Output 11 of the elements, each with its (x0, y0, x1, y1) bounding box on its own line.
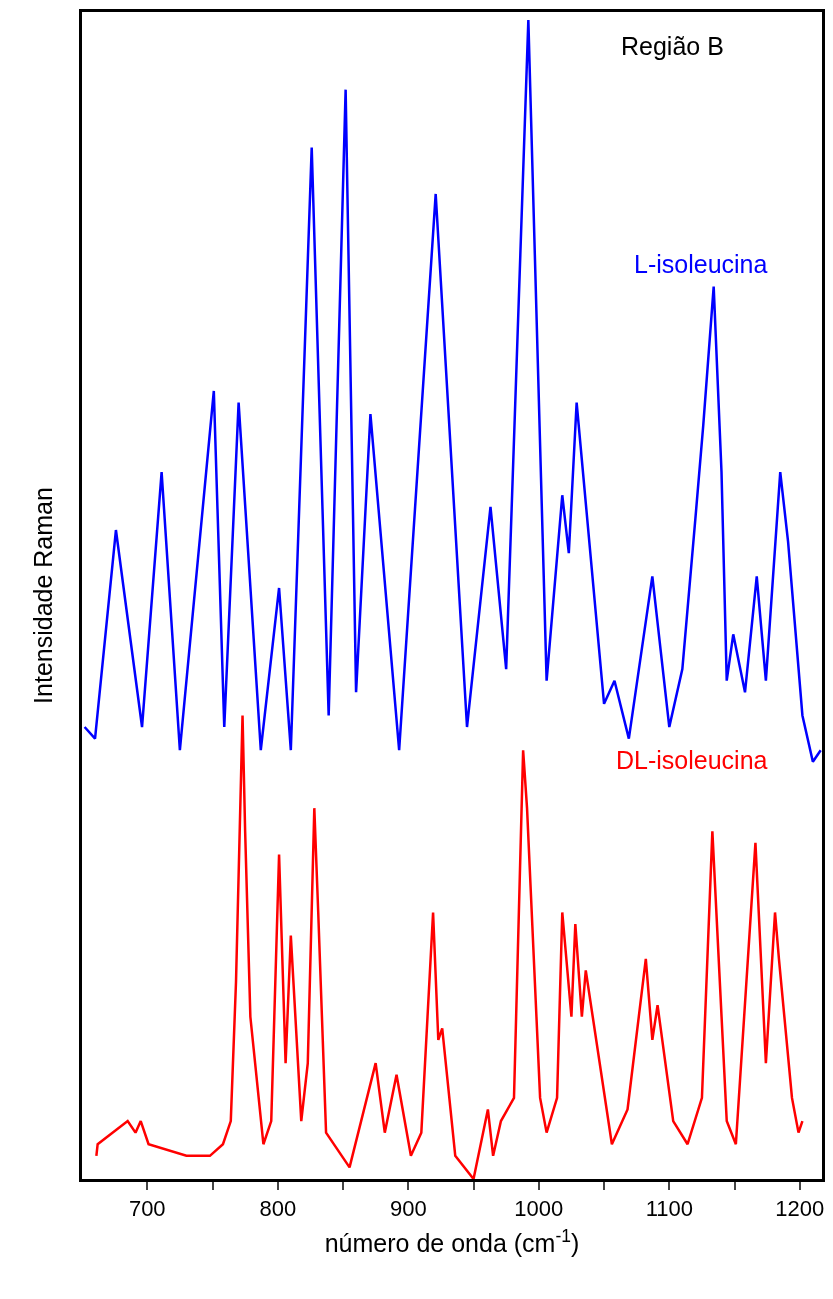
x-axis-title: número de onda (cm$^{-1}$) (324, 1225, 580, 1258)
x-tick-label: 800 (259, 1196, 297, 1222)
x-tick-label: 700 (128, 1196, 166, 1222)
x-tick-label: 1100 (645, 1196, 693, 1222)
text: DL-isoleucina (616, 746, 768, 774)
annotation: Região B (621, 32, 724, 60)
series-label: L-isoleucina (634, 250, 768, 278)
x-tick-label: 900 (389, 1196, 427, 1222)
x-tick-label: 1000 (514, 1196, 564, 1222)
y-axis-title: Intensidade Raman (29, 487, 57, 704)
x-tick-label: 1200 (775, 1196, 825, 1222)
